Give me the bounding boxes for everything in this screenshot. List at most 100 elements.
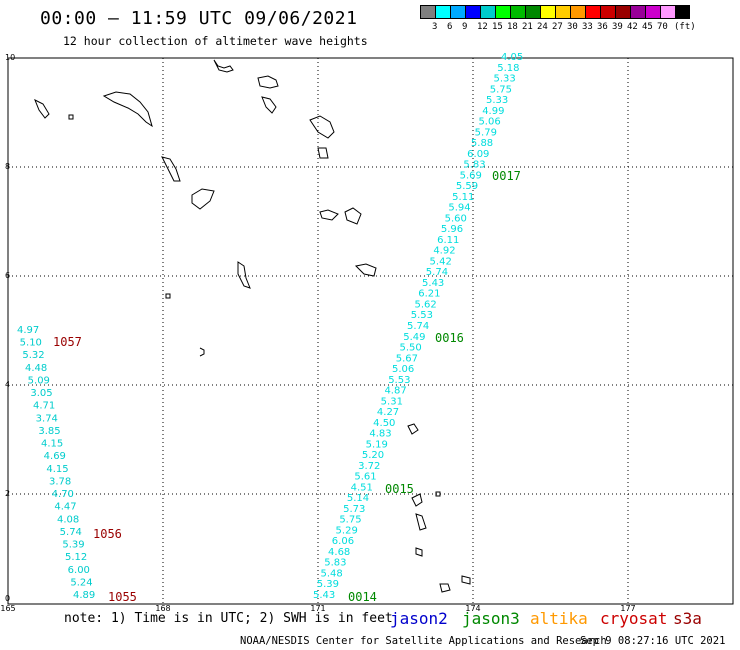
lat-label: 8 xyxy=(5,162,10,171)
swh-value: 4.71 xyxy=(33,401,55,412)
swh-value: 4.15 xyxy=(46,464,68,475)
swh-value: 5.53 xyxy=(411,310,433,321)
page-title: 00:00 – 11:59 UTC 09/06/2021 xyxy=(40,8,358,29)
swh-value: 4.87 xyxy=(384,386,406,397)
swh-value: 5.10 xyxy=(20,338,42,349)
lat-label: 10 xyxy=(5,53,15,62)
island xyxy=(237,261,251,289)
swh-value: 6.00 xyxy=(68,565,90,576)
swh-value: 5.14 xyxy=(347,493,369,504)
swh-value: 4.69 xyxy=(44,451,66,462)
swh-value: 5.33 xyxy=(493,74,515,85)
island xyxy=(261,96,277,114)
swh-value: 6.11 xyxy=(437,235,459,246)
swh-value: 5.20 xyxy=(362,450,384,461)
mission-legend-item: jason3 xyxy=(462,609,520,628)
swh-value: 3.05 xyxy=(30,388,52,399)
swh-value: 5.19 xyxy=(366,439,388,450)
swh-value: 4.51 xyxy=(351,482,373,493)
swh-value: 3.85 xyxy=(38,426,60,437)
scale-label: 33 xyxy=(582,22,593,32)
scale-swatch xyxy=(555,5,570,19)
pass-id: 0016 xyxy=(435,331,464,345)
island xyxy=(461,575,471,585)
swh-value: 5.43 xyxy=(313,590,335,601)
lat-label: 6 xyxy=(5,271,10,280)
scale-label: 27 xyxy=(552,22,563,32)
scale-label: 18 xyxy=(507,22,518,32)
longitude-labels: 165 168 171 174 177 xyxy=(0,604,635,613)
swh-value: 5.61 xyxy=(354,472,376,483)
generation-timestamp: Sep 9 08:27:16 UTC 2021 xyxy=(580,635,726,647)
swh-value: 5.67 xyxy=(396,353,418,364)
swh-value: 5.75 xyxy=(339,515,361,526)
swh-value: 3.78 xyxy=(49,476,71,487)
scale-label: 24 xyxy=(537,22,548,32)
island xyxy=(354,263,377,277)
swh-value: 4.47 xyxy=(54,502,76,513)
mission-legend-item: jason2 xyxy=(390,609,448,628)
scale-label: 70 xyxy=(657,22,668,32)
swh-value: 5.12 xyxy=(65,552,87,563)
scale-swatch xyxy=(585,5,600,19)
page-subtitle: 12 hour collection of altimeter wave hei… xyxy=(63,34,368,48)
swh-value: 5.59 xyxy=(456,181,478,192)
island xyxy=(407,423,419,435)
swh-value: 6.21 xyxy=(418,289,440,300)
swh-value: 6.09 xyxy=(467,149,489,160)
color-scale-labels: 3 6 9 12 15 18 21 24 27 30 33 36 39 42 45 70 (ft) xyxy=(420,22,740,36)
wave-height-color-scale: 3 6 9 12 15 18 21 24 27 30 33 36 39 42 45 70 (ft) xyxy=(420,5,696,32)
scale-label: 15 xyxy=(492,22,503,32)
graticule xyxy=(8,58,733,604)
swh-value: 5.11 xyxy=(452,192,474,203)
lon-label: 171 xyxy=(310,604,325,613)
pass-id: 1056 xyxy=(93,527,122,541)
pass-id: 1057 xyxy=(53,335,82,349)
color-scale-swatches xyxy=(420,5,690,19)
scale-label: 30 xyxy=(567,22,578,32)
pass-id: 1055 xyxy=(108,590,137,604)
swh-value: 5.29 xyxy=(336,525,358,536)
island xyxy=(191,188,215,210)
swh-value: 3.72 xyxy=(358,461,380,472)
swh-value: 5.96 xyxy=(441,224,463,235)
map-frame xyxy=(7,57,734,605)
swh-value: 4.89 xyxy=(73,590,95,601)
swh-value: 5.94 xyxy=(448,203,470,214)
island xyxy=(415,513,427,531)
island xyxy=(439,583,451,593)
island xyxy=(199,347,205,357)
pass-id: 0017 xyxy=(492,169,521,183)
scale-swatch xyxy=(495,5,510,19)
island xyxy=(257,75,279,89)
swh-value: 5.83 xyxy=(463,160,485,171)
lon-label: 177 xyxy=(620,604,635,613)
swh-value: 5.69 xyxy=(460,170,482,181)
swh-value: 4.15 xyxy=(41,439,63,450)
swh-value: 5.49 xyxy=(403,332,425,343)
scale-label: 6 xyxy=(447,22,453,32)
swh-value: 5.74 xyxy=(426,267,448,278)
swh-value: 5.43 xyxy=(422,278,444,289)
island xyxy=(165,293,171,299)
footer-note: note: 1) Time is in UTC; 2) SWH is in fe… xyxy=(64,611,393,626)
latitude-labels: 10 8 6 4 2 0 xyxy=(5,53,15,603)
island xyxy=(34,98,50,119)
swh-value: 5.33 xyxy=(486,95,508,106)
island xyxy=(161,156,181,182)
island xyxy=(317,147,329,159)
scale-swatch xyxy=(510,5,525,19)
scale-label: 39 xyxy=(612,22,623,32)
swh-value: 4.27 xyxy=(377,407,399,418)
mission-legend-item: cryosat xyxy=(600,609,668,628)
scale-swatch xyxy=(570,5,585,19)
swh-value: 5.50 xyxy=(399,343,421,354)
island xyxy=(213,59,234,73)
island xyxy=(309,115,335,139)
swh-value: 5.60 xyxy=(445,213,467,224)
swh-value: 5.74 xyxy=(407,321,429,332)
swh-value: 5.06 xyxy=(478,117,500,128)
scale-label: 3 xyxy=(432,22,438,32)
scale-swatch xyxy=(615,5,630,19)
swh-value: 3.74 xyxy=(36,413,58,424)
